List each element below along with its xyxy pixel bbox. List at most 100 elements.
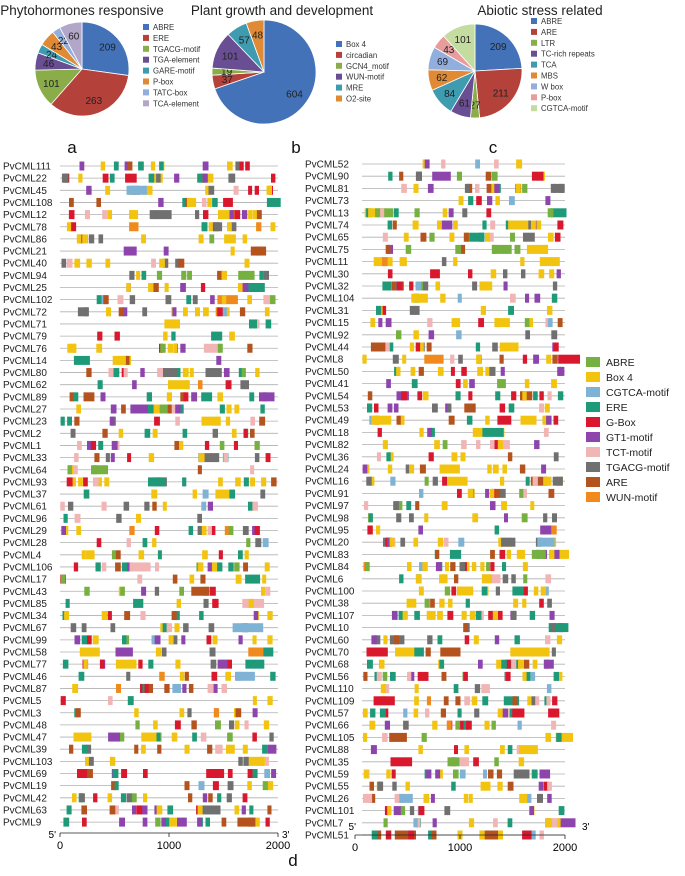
motif-box [202, 173, 208, 183]
motif-box [227, 769, 233, 778]
motif-box [374, 671, 379, 681]
motif-box [499, 354, 504, 364]
gene-row: PvCML22 [3, 173, 278, 185]
gene-row: PvCML95 [305, 525, 565, 537]
motif-box [144, 428, 151, 438]
motif-box [211, 562, 218, 572]
motif-box [468, 269, 473, 279]
gene-label: PvCML75 [305, 245, 349, 256]
pie-legend-label: CGTCA-motif [541, 104, 589, 113]
motif-box [171, 331, 176, 341]
motif-box [497, 379, 506, 389]
motif-box [263, 720, 270, 730]
motif-box [178, 404, 184, 414]
gene-row: PvCML15 [305, 318, 565, 329]
pie-legend-swatch [531, 39, 537, 46]
motif-box [159, 671, 165, 681]
motif-box [466, 720, 472, 730]
motif-box [248, 598, 254, 608]
motif-legend-swatch [586, 357, 600, 367]
gene-label: PvCML91 [305, 489, 349, 500]
motif-box [207, 526, 212, 535]
motif-box [131, 793, 137, 803]
motif-box [221, 817, 227, 827]
motif-box [200, 732, 207, 742]
gene-row: PvCML21 [3, 246, 278, 258]
motif-box [559, 183, 565, 193]
motif-box [208, 793, 213, 803]
gene-row: PvCML103 [3, 756, 278, 768]
motif-box [500, 488, 506, 498]
motif-box [113, 368, 120, 378]
motif-box [429, 427, 435, 437]
gene-row: PvCML45 [3, 185, 278, 197]
motif-box [487, 196, 493, 206]
motif-box [67, 416, 72, 426]
motif-box [448, 208, 454, 218]
motif-box [497, 781, 503, 791]
motif-box [212, 781, 219, 791]
gene-label: PvCML104 [305, 294, 355, 305]
motif-box [126, 185, 147, 195]
pie-legend-swatch [143, 24, 149, 30]
motif-box [383, 537, 388, 547]
motif-box [235, 708, 242, 718]
motif-box [210, 295, 215, 305]
motif-box [418, 745, 423, 755]
gene-label: PvCML69 [3, 769, 47, 780]
motif-box [543, 476, 552, 486]
motif-box [108, 368, 114, 378]
gene-label: PvCML35 [305, 757, 349, 768]
motif-box [247, 781, 252, 791]
gene-label: PvCML77 [3, 660, 47, 671]
motif-box [455, 379, 461, 389]
motif-box [115, 550, 121, 560]
motif-box [179, 586, 184, 596]
motif-box [98, 440, 104, 450]
motif-box [262, 574, 267, 584]
gene-label: PvCML62 [3, 380, 47, 391]
motif-box [424, 598, 430, 608]
motif-box [159, 258, 165, 268]
motif-box [530, 647, 550, 657]
panel-label-d: d [288, 851, 297, 870]
motif-box [510, 647, 531, 657]
axis-right-tick-2000: 2000 [553, 842, 577, 854]
motif-box [132, 380, 137, 390]
gene-row: PvCML55 [305, 781, 565, 793]
gene-label: PvCML23 [3, 417, 47, 428]
motif-box [392, 354, 399, 364]
motif-box [216, 355, 222, 365]
motif-box [69, 465, 78, 475]
motif-box [558, 818, 576, 828]
motif-box [492, 464, 499, 474]
motif-box [191, 586, 210, 596]
motif-box [557, 391, 564, 401]
motif-box [96, 197, 101, 207]
motif-box [105, 185, 111, 195]
motif-box [483, 769, 487, 779]
motif-box [402, 354, 407, 364]
motif-box [558, 354, 580, 364]
motif-box [484, 720, 490, 730]
motif-box [101, 611, 108, 621]
motif-box [425, 647, 431, 657]
gene-label: PvCML15 [305, 318, 349, 329]
motif-box [241, 805, 246, 815]
gene-row: PvCML109 [305, 696, 565, 707]
motif-box [97, 477, 102, 487]
gene-row: PvCML29 [3, 526, 278, 537]
motif-box [481, 574, 492, 584]
motif-box [200, 574, 206, 584]
motif-box [67, 465, 72, 475]
gene-row: PvCML37 [3, 489, 278, 501]
motif-box [450, 562, 456, 572]
motif-box [476, 354, 482, 364]
motif-box [109, 416, 115, 426]
gene-row: PvCML69 [3, 769, 278, 780]
motif-box [201, 197, 207, 207]
motif-box [148, 283, 154, 292]
motif-box [511, 391, 517, 401]
motif-box [521, 513, 528, 523]
gene-label: PvCML2 [3, 429, 42, 440]
